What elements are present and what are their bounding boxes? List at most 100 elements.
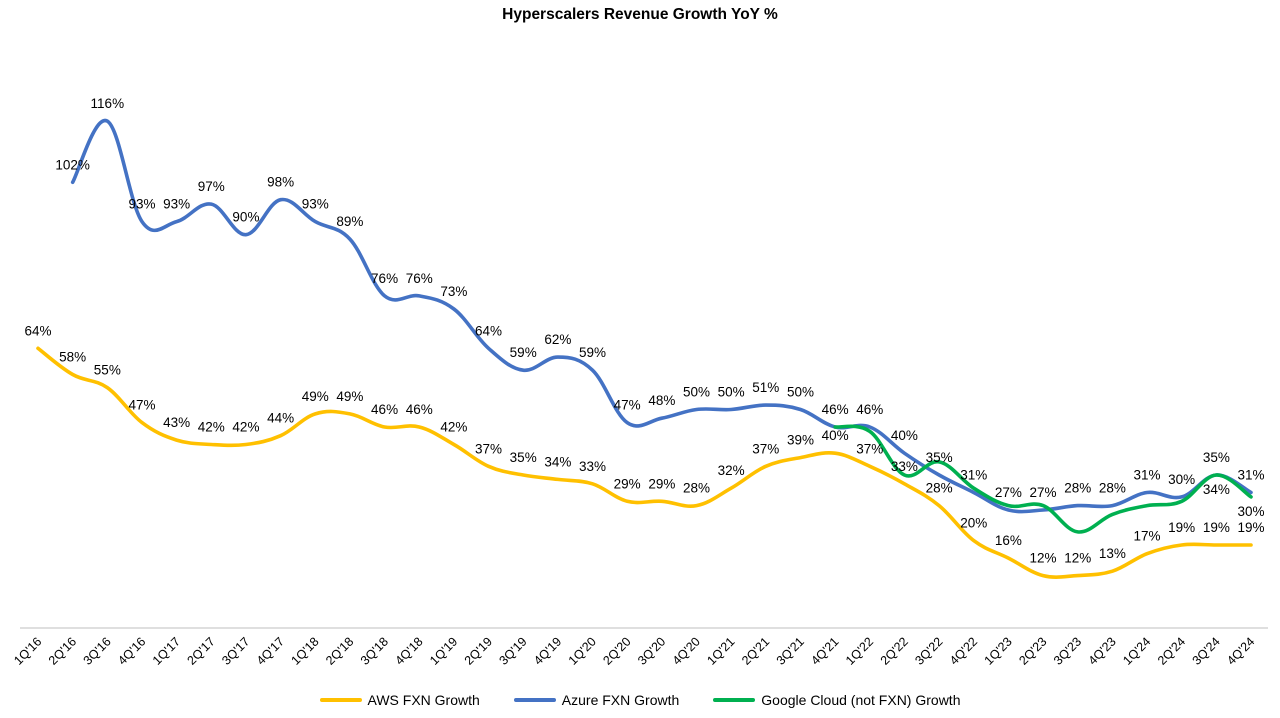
data-label-azure-fxn-growth: 64% (475, 323, 502, 338)
x-tick-label: 1Q'19 (427, 635, 460, 668)
data-label-azure-fxn-growth: 35% (926, 450, 953, 465)
data-label-aws-fxn-growth: 39% (787, 433, 814, 448)
data-label-aws-fxn-growth: 55% (94, 363, 121, 378)
data-label-aws-fxn-growth: 12% (1064, 551, 1091, 566)
data-label-azure-fxn-growth: 93% (163, 197, 190, 212)
legend-entry-aws-fxn-growth: AWS FXN Growth (319, 692, 480, 708)
x-tick-label: 2Q'23 (1016, 635, 1049, 668)
data-label-aws-fxn-growth: 28% (926, 481, 953, 496)
x-tick-label: 2Q'24 (1155, 635, 1188, 668)
data-label-azure-fxn-growth: 90% (232, 210, 259, 225)
data-label-azure-fxn-growth: 116% (91, 96, 125, 111)
data-label-google-cloud-not-fxn-growth: 30% (1237, 504, 1264, 519)
data-label-azure-fxn-growth: 73% (440, 284, 467, 299)
data-label-azure-fxn-growth: 35% (1203, 450, 1230, 465)
data-label-aws-fxn-growth: 43% (163, 415, 190, 430)
x-tick-label: 1Q'16 (11, 635, 44, 668)
x-tick-label: 1Q'22 (843, 635, 876, 668)
series-line-google-cloud-not-fxn-growth (833, 424, 1253, 534)
x-tick-label: 3Q'17 (219, 635, 252, 668)
legend-swatch (713, 698, 756, 702)
data-label-aws-fxn-growth: 13% (1099, 546, 1126, 561)
x-tick-label: 2Q'22 (878, 635, 911, 668)
data-label-aws-fxn-growth: 37% (856, 441, 883, 456)
data-label-azure-fxn-growth: 40% (891, 428, 918, 443)
data-label-aws-fxn-growth: 12% (1030, 551, 1057, 566)
data-label-aws-fxn-growth: 64% (24, 323, 51, 338)
x-tick-label: 4Q'24 (1224, 635, 1257, 668)
data-label-aws-fxn-growth: 44% (267, 411, 294, 426)
data-label-aws-fxn-growth: 17% (1134, 529, 1161, 544)
legend-entry-azure-fxn-growth: Azure FXN Growth (513, 692, 680, 708)
series-line-azure-fxn-growth (70, 118, 1253, 514)
x-tick-label: 3Q'23 (1051, 635, 1084, 668)
x-tick-label: 3Q'16 (81, 635, 114, 668)
label-layer: 64% 58% 55% 47% 43% 42% 42% 44% 49% 49% 46% 46% 42% 3… (24, 96, 1264, 565)
data-label-azure-fxn-growth: 50% (683, 385, 710, 400)
x-tick-label: 4Q'22 (947, 635, 980, 668)
data-label-aws-fxn-growth: 42% (198, 419, 225, 434)
x-tick-label: 1Q'17 (150, 635, 183, 668)
data-label-azure-fxn-growth: 98% (267, 175, 294, 190)
data-label-aws-fxn-growth: 49% (302, 389, 329, 404)
data-label-azure-fxn-growth: 28% (1099, 481, 1126, 496)
data-label-aws-fxn-growth: 20% (960, 516, 987, 531)
data-label-aws-fxn-growth: 29% (614, 476, 641, 491)
data-label-aws-fxn-growth: 37% (475, 441, 502, 456)
x-tick-label: 1Q'18 (288, 635, 321, 668)
data-label-azure-fxn-growth: 30% (1168, 472, 1195, 487)
data-label-azure-fxn-growth: 31% (960, 468, 987, 483)
x-tick-label: 2Q'18 (323, 635, 356, 668)
legend-entry-google-cloud-not-fxn-growth: Google Cloud (not FXN) Growth (713, 692, 960, 708)
data-label-azure-fxn-growth: 27% (1030, 485, 1057, 500)
x-tick-label: 4Q'23 (1086, 635, 1119, 668)
data-label-azure-fxn-growth: 27% (995, 485, 1022, 500)
legend-label: AWS FXN Growth (367, 692, 480, 708)
data-label-azure-fxn-growth: 89% (336, 214, 363, 229)
series-line-aws-fxn-growth (36, 346, 1253, 579)
data-label-aws-fxn-growth: 19% (1168, 520, 1195, 535)
legend-label: Azure FXN Growth (561, 692, 680, 708)
data-label-azure-fxn-growth: 62% (544, 332, 571, 347)
data-label-azure-fxn-growth: 48% (648, 393, 675, 408)
x-tick-label: 4Q'18 (392, 635, 425, 668)
x-tick-label: 2Q'19 (462, 635, 495, 668)
x-tick-label: 4Q'19 (531, 635, 564, 668)
data-label-azure-fxn-growth: 102% (55, 157, 90, 172)
x-tick-label: 3Q'18 (358, 635, 391, 668)
x-tick-label: 4Q'16 (115, 635, 148, 668)
data-label-azure-fxn-growth: 50% (787, 385, 814, 400)
data-label-azure-fxn-growth: 28% (1064, 481, 1091, 496)
data-label-azure-fxn-growth: 97% (198, 179, 225, 194)
data-label-aws-fxn-growth: 46% (371, 402, 398, 417)
x-tick-label: 2Q'20 (600, 635, 633, 668)
tick-layer: 1Q'16 2Q'16 3Q'16 4Q'16 1Q'17 2Q'17 3Q'17 4Q'17… (11, 635, 1257, 668)
data-label-aws-fxn-growth: 19% (1203, 520, 1230, 535)
legend-label: Google Cloud (not FXN) Growth (761, 692, 961, 708)
data-label-aws-fxn-growth: 42% (440, 419, 467, 434)
data-label-google-cloud-not-fxn-growth: 34% (1203, 482, 1230, 497)
data-label-aws-fxn-growth: 40% (822, 428, 849, 443)
data-label-azure-fxn-growth: 46% (856, 402, 883, 417)
data-label-aws-fxn-growth: 28% (683, 481, 710, 496)
data-label-aws-fxn-growth: 33% (891, 459, 918, 474)
data-label-azure-fxn-growth: 46% (822, 402, 849, 417)
data-label-azure-fxn-growth: 93% (128, 197, 155, 212)
data-label-azure-fxn-growth: 51% (752, 380, 779, 395)
x-tick-label: 2Q'16 (46, 635, 79, 668)
x-tick-label: 3Q'24 (1190, 635, 1223, 668)
data-label-aws-fxn-growth: 16% (995, 533, 1022, 548)
x-tick-label: 3Q'20 (635, 635, 668, 668)
data-label-azure-fxn-growth: 93% (302, 197, 329, 212)
data-label-aws-fxn-growth: 49% (336, 389, 363, 404)
x-tick-label: 4Q'20 (670, 635, 703, 668)
x-tick-label: 1Q'21 (704, 635, 737, 668)
data-label-azure-fxn-growth: 47% (614, 398, 641, 413)
data-label-aws-fxn-growth: 42% (232, 419, 259, 434)
data-label-aws-fxn-growth: 35% (510, 450, 537, 465)
legend: AWS FXN Growth Azure FXN Growth Google Clo… (0, 692, 1280, 708)
data-label-aws-fxn-growth: 58% (59, 350, 86, 365)
data-label-azure-fxn-growth: 31% (1237, 468, 1264, 483)
